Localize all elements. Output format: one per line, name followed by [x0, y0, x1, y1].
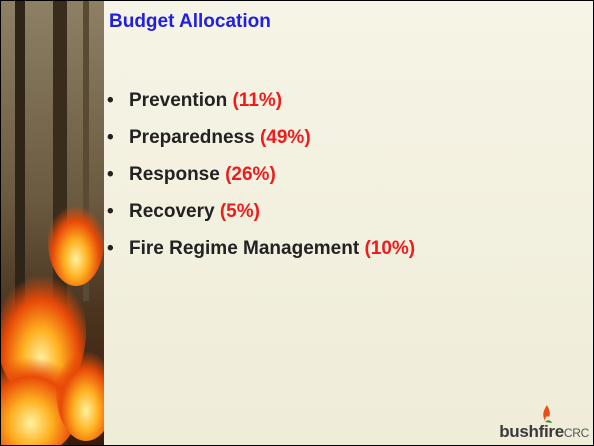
logo-flame: [543, 405, 552, 423]
bullet-item: • Prevention (11%): [107, 87, 415, 124]
logo-name: bushfire: [499, 422, 564, 441]
bullet: •: [107, 127, 114, 148]
item-label: Response: [129, 164, 220, 185]
item-label: Prevention: [129, 90, 228, 111]
bullet: •: [107, 164, 114, 185]
item-share: (11%): [232, 90, 283, 111]
item-label: Preparedness: [129, 127, 255, 148]
item-label: Recovery: [129, 201, 215, 222]
fire-photo: [1, 1, 104, 445]
bullet-list: • Prevention (11%) • Preparedness (49%) • Res…: [107, 87, 415, 272]
item-share: (5%): [219, 201, 260, 222]
bullet-item: • Fire Regime Management (10%): [107, 235, 415, 272]
item-share: (26%): [225, 164, 276, 185]
bullet: •: [107, 90, 114, 111]
bullet-item: • Response (26%): [107, 161, 415, 198]
logo: bushfireCRC: [499, 422, 589, 442]
item-share: (49%): [259, 127, 311, 148]
bullet-item: • Preparedness (49%): [107, 124, 415, 161]
logo-suffix: CRC: [563, 426, 589, 440]
bullet-item: • Recovery (5%): [107, 198, 415, 235]
slide-title: Budget Allocation: [109, 11, 271, 32]
item-share: (10%): [364, 238, 416, 259]
bullet: •: [107, 238, 114, 259]
item-label: Fire Regime Management: [129, 238, 360, 259]
bullet: •: [107, 201, 114, 222]
